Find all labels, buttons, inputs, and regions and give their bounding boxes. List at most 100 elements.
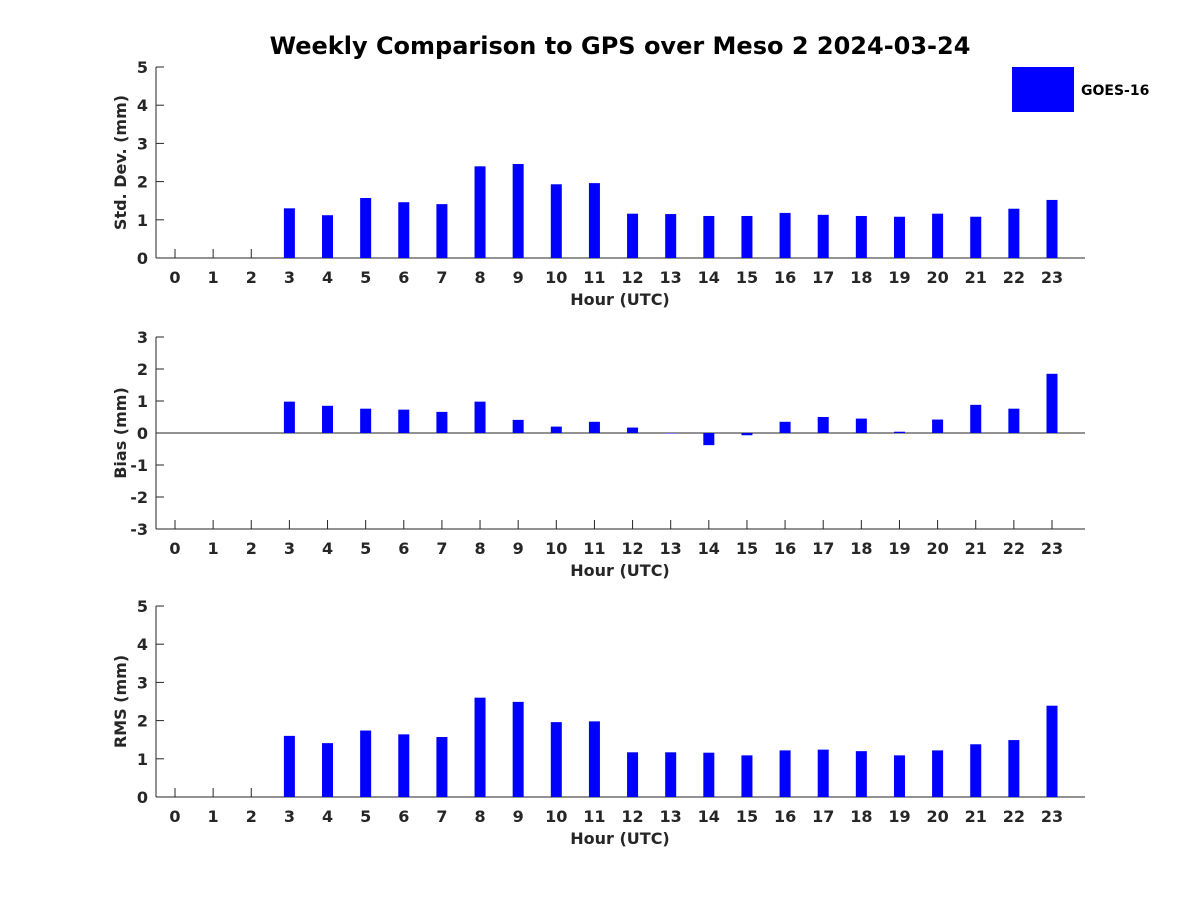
bar-std-hour-13 [665,214,677,258]
bar-rms-hour-8 [474,697,486,797]
bar-bias-hour-9 [512,419,524,433]
bar-std-hour-11 [588,183,600,258]
bar-rms-hour-13 [665,752,677,797]
x-tick-label: 12 [621,268,643,287]
x-tick-label: 21 [965,807,987,826]
y-tick-label: 1 [137,750,148,769]
x-tick-label: 23 [1041,539,1063,558]
x-tick-label: 0 [169,268,180,287]
x-tick-label: 21 [965,539,987,558]
y-tick-label: 2 [137,360,148,379]
x-tick-label: 6 [398,268,409,287]
bar-rms-hour-3 [283,735,295,797]
x-tick-label: 9 [513,268,524,287]
bar-bias-hour-20 [932,419,944,433]
bar-std-hour-3 [283,208,295,258]
x-tick-label: 1 [208,268,219,287]
x-tick-label: 11 [583,268,605,287]
x-tick-label: 16 [774,268,796,287]
x-tick-label: 2 [246,807,257,826]
legend: GOES-16 [1012,67,1149,112]
x-tick-label: 10 [545,807,567,826]
x-tick-label: 20 [926,539,948,558]
y-tick-label: -1 [130,456,148,475]
x-axis-label: Hour (UTC) [570,829,670,848]
bar-bias-hour-22 [1008,408,1020,433]
bar-rms-hour-9 [512,701,524,797]
x-tick-label: 18 [850,539,872,558]
x-tick-label: 6 [398,807,409,826]
bar-std-hour-18 [855,215,867,258]
bar-bias-hour-12 [627,427,639,433]
x-tick-label: 13 [660,807,682,826]
x-tick-label: 4 [322,807,333,826]
bar-rms-hour-19 [893,755,905,797]
bar-bias-hour-19 [893,431,905,433]
x-tick-label: 17 [812,268,834,287]
bar-rms-hour-17 [817,749,829,797]
x-tick-label: 21 [965,268,987,287]
x-tick-label: 11 [583,807,605,826]
x-tick-label: 19 [888,539,910,558]
x-tick-label: 16 [774,807,796,826]
x-tick-label: 1 [208,539,219,558]
y-tick-label: 3 [137,673,148,692]
x-tick-label: 4 [322,268,333,287]
x-tick-label: 19 [888,807,910,826]
y-tick-label: 1 [137,211,148,230]
bar-bias-hour-17 [817,417,829,433]
y-tick-label: -3 [130,520,148,539]
bar-bias-hour-15 [741,433,753,436]
x-tick-label: 14 [698,807,720,826]
y-axis-label: RMS (mm) [111,655,130,748]
x-tick-label: 19 [888,268,910,287]
bar-bias-hour-6 [398,409,410,433]
bar-bias-hour-5 [360,408,372,433]
bar-bias-hour-4 [322,405,334,433]
bar-rms-hour-6 [398,734,410,797]
x-tick-label: 9 [513,807,524,826]
bar-rms-hour-22 [1008,740,1020,797]
bar-bias-hour-13 [665,433,677,434]
x-tick-label: 14 [698,539,720,558]
bar-bias-hour-23 [1046,373,1058,433]
x-tick-label: 3 [284,807,295,826]
bar-rms-hour-4 [322,743,334,797]
y-tick-label: 0 [137,424,148,443]
x-tick-label: 15 [736,539,758,558]
bar-std-hour-21 [970,216,982,258]
x-tick-label: 18 [850,268,872,287]
x-tick-label: 15 [736,807,758,826]
bar-bias-hour-14 [703,433,715,446]
y-tick-label: 2 [137,712,148,731]
y-tick-label: 4 [137,635,148,654]
x-tick-label: 4 [322,539,333,558]
bar-std-hour-23 [1046,199,1058,258]
x-tick-label: 9 [513,539,524,558]
x-tick-label: 5 [360,539,371,558]
bar-std-hour-4 [322,215,334,258]
bar-rms-hour-15 [741,755,753,797]
x-tick-label: 15 [736,268,758,287]
x-tick-label: 8 [474,539,485,558]
x-tick-label: 23 [1041,268,1063,287]
bar-bias-hour-16 [779,421,791,433]
y-tick-label: 5 [137,597,148,616]
x-tick-label: 22 [1003,539,1025,558]
x-tick-label: 22 [1003,268,1025,287]
y-tick-label: 3 [137,328,148,347]
bar-rms-hour-11 [588,721,600,797]
bar-rms-hour-23 [1046,705,1058,797]
chart-title: Weekly Comparison to GPS over Meso 2 202… [270,32,971,60]
bar-std-hour-17 [817,214,829,258]
legend-swatch [1012,67,1074,112]
y-tick-label: 4 [137,96,148,115]
bar-rms-hour-7 [436,737,448,797]
x-tick-label: 8 [474,268,485,287]
x-tick-label: 10 [545,539,567,558]
bar-std-hour-14 [703,215,715,258]
x-tick-label: 5 [360,268,371,287]
bar-rms-hour-20 [932,750,944,797]
